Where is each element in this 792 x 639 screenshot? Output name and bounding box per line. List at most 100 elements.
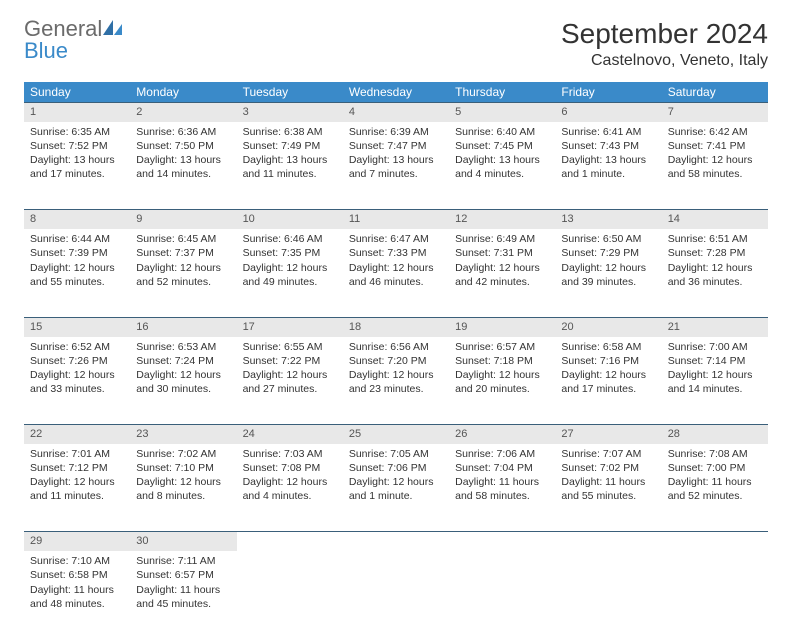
sunset-text: Sunset: 7:50 PM [136, 139, 230, 153]
day-content-cell [237, 551, 343, 639]
day-number-cell: 27 [555, 425, 661, 444]
day-number-row: 15161718192021 [24, 317, 768, 336]
day-content-cell: Sunrise: 7:11 AMSunset: 6:57 PMDaylight:… [130, 551, 236, 639]
daylight2-text: and 55 minutes. [561, 489, 655, 503]
day-content-cell: Sunrise: 6:45 AMSunset: 7:37 PMDaylight:… [130, 229, 236, 317]
sunset-text: Sunset: 7:31 PM [455, 246, 549, 260]
sunset-text: Sunset: 7:10 PM [136, 461, 230, 475]
day-number-cell: 7 [662, 103, 768, 122]
weekday-header: Tuesday [237, 82, 343, 103]
sunset-text: Sunset: 7:16 PM [561, 354, 655, 368]
daylight1-text: Daylight: 12 hours [561, 261, 655, 275]
day-content-cell: Sunrise: 6:58 AMSunset: 7:16 PMDaylight:… [555, 337, 661, 425]
day-number-cell [237, 532, 343, 551]
daylight2-text: and 55 minutes. [30, 275, 124, 289]
daylight1-text: Daylight: 12 hours [455, 368, 549, 382]
logo: GeneralBlue [24, 18, 124, 62]
sunrise-text: Sunrise: 6:42 AM [668, 125, 762, 139]
sunset-text: Sunset: 7:06 PM [349, 461, 443, 475]
weekday-header: Wednesday [343, 82, 449, 103]
sunrise-text: Sunrise: 7:05 AM [349, 447, 443, 461]
day-content-cell [555, 551, 661, 639]
day-content-cell: Sunrise: 6:40 AMSunset: 7:45 PMDaylight:… [449, 122, 555, 210]
title-block: September 2024 Castelnovo, Veneto, Italy [561, 18, 768, 70]
daylight2-text: and 7 minutes. [349, 167, 443, 181]
day-content-cell: Sunrise: 6:57 AMSunset: 7:18 PMDaylight:… [449, 337, 555, 425]
day-number-cell: 3 [237, 103, 343, 122]
day-content-cell: Sunrise: 7:03 AMSunset: 7:08 PMDaylight:… [237, 444, 343, 532]
sunset-text: Sunset: 7:29 PM [561, 246, 655, 260]
daylight2-text: and 20 minutes. [455, 382, 549, 396]
day-number-cell: 24 [237, 425, 343, 444]
weekday-header: Thursday [449, 82, 555, 103]
daylight2-text: and 58 minutes. [455, 489, 549, 503]
day-content-cell: Sunrise: 6:47 AMSunset: 7:33 PMDaylight:… [343, 229, 449, 317]
month-title: September 2024 [561, 18, 768, 50]
day-number-cell: 1 [24, 103, 130, 122]
sunrise-text: Sunrise: 6:38 AM [243, 125, 337, 139]
day-content-cell: Sunrise: 6:39 AMSunset: 7:47 PMDaylight:… [343, 122, 449, 210]
day-content-cell: Sunrise: 7:02 AMSunset: 7:10 PMDaylight:… [130, 444, 236, 532]
day-number-cell: 12 [449, 210, 555, 229]
day-number-cell [662, 532, 768, 551]
daylight1-text: Daylight: 12 hours [30, 475, 124, 489]
day-content-cell: Sunrise: 6:55 AMSunset: 7:22 PMDaylight:… [237, 337, 343, 425]
daylight2-text: and 46 minutes. [349, 275, 443, 289]
day-content-cell: Sunrise: 6:38 AMSunset: 7:49 PMDaylight:… [237, 122, 343, 210]
day-number-row: 1234567 [24, 103, 768, 122]
daylight1-text: Daylight: 12 hours [136, 261, 230, 275]
daylight2-text: and 33 minutes. [30, 382, 124, 396]
day-content-cell: Sunrise: 6:53 AMSunset: 7:24 PMDaylight:… [130, 337, 236, 425]
sunset-text: Sunset: 7:35 PM [243, 246, 337, 260]
day-number-cell: 19 [449, 317, 555, 336]
sunrise-text: Sunrise: 7:10 AM [30, 554, 124, 568]
sunset-text: Sunset: 7:18 PM [455, 354, 549, 368]
daylight1-text: Daylight: 12 hours [349, 475, 443, 489]
daylight2-text: and 23 minutes. [349, 382, 443, 396]
daylight1-text: Daylight: 12 hours [243, 475, 337, 489]
daylight1-text: Daylight: 12 hours [668, 261, 762, 275]
day-content-row: Sunrise: 7:01 AMSunset: 7:12 PMDaylight:… [24, 444, 768, 532]
sunrise-text: Sunrise: 6:49 AM [455, 232, 549, 246]
day-content-cell: Sunrise: 6:52 AMSunset: 7:26 PMDaylight:… [24, 337, 130, 425]
sunset-text: Sunset: 7:26 PM [30, 354, 124, 368]
day-content-cell: Sunrise: 7:06 AMSunset: 7:04 PMDaylight:… [449, 444, 555, 532]
sunset-text: Sunset: 7:08 PM [243, 461, 337, 475]
sunrise-text: Sunrise: 6:36 AM [136, 125, 230, 139]
sunset-text: Sunset: 7:00 PM [668, 461, 762, 475]
sunrise-text: Sunrise: 6:58 AM [561, 340, 655, 354]
day-number-cell: 28 [662, 425, 768, 444]
sunset-text: Sunset: 7:33 PM [349, 246, 443, 260]
weekday-header: Friday [555, 82, 661, 103]
weekday-header: Monday [130, 82, 236, 103]
day-number-cell: 13 [555, 210, 661, 229]
day-content-row: Sunrise: 6:35 AMSunset: 7:52 PMDaylight:… [24, 122, 768, 210]
day-number-cell [555, 532, 661, 551]
logo-text: GeneralBlue [24, 18, 124, 62]
sunset-text: Sunset: 7:24 PM [136, 354, 230, 368]
daylight1-text: Daylight: 12 hours [561, 368, 655, 382]
day-number-cell: 29 [24, 532, 130, 551]
day-content-cell [662, 551, 768, 639]
daylight2-text: and 36 minutes. [668, 275, 762, 289]
day-content-cell: Sunrise: 7:08 AMSunset: 7:00 PMDaylight:… [662, 444, 768, 532]
sunrise-text: Sunrise: 6:55 AM [243, 340, 337, 354]
day-number-cell: 5 [449, 103, 555, 122]
daylight1-text: Daylight: 12 hours [243, 261, 337, 275]
sunset-text: Sunset: 7:28 PM [668, 246, 762, 260]
sunrise-text: Sunrise: 6:47 AM [349, 232, 443, 246]
daylight2-text: and 49 minutes. [243, 275, 337, 289]
sunset-text: Sunset: 7:41 PM [668, 139, 762, 153]
day-number-row: 2930 [24, 532, 768, 551]
sunrise-text: Sunrise: 7:02 AM [136, 447, 230, 461]
sunrise-text: Sunrise: 6:39 AM [349, 125, 443, 139]
sunrise-text: Sunrise: 6:57 AM [455, 340, 549, 354]
sunset-text: Sunset: 7:39 PM [30, 246, 124, 260]
sunrise-text: Sunrise: 6:51 AM [668, 232, 762, 246]
day-content-cell: Sunrise: 7:01 AMSunset: 7:12 PMDaylight:… [24, 444, 130, 532]
day-number-cell: 25 [343, 425, 449, 444]
daylight1-text: Daylight: 13 hours [561, 153, 655, 167]
sunset-text: Sunset: 7:49 PM [243, 139, 337, 153]
day-content-row: Sunrise: 7:10 AMSunset: 6:58 PMDaylight:… [24, 551, 768, 639]
day-number-cell: 30 [130, 532, 236, 551]
